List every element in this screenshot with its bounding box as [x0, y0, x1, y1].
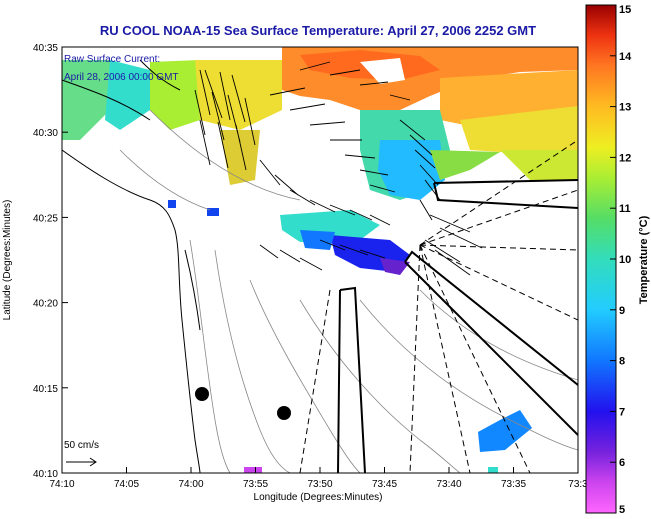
- se-blue-patch: [478, 410, 532, 452]
- light-green-patch: [500, 150, 578, 180]
- cloud-area-2: [360, 58, 405, 84]
- buoy-marker: [195, 387, 209, 401]
- colorbar-ticks: 15 14 13 12 11 10 9 8 7 6 5: [610, 4, 632, 516]
- y-axis-label: Latitude (Degrees:Minutes): [2, 200, 13, 321]
- coastline: [62, 59, 201, 473]
- map-panel: Raw Surface Current: April 28, 2006 00:0…: [61, 46, 579, 474]
- scale-arrow: [66, 457, 97, 467]
- x-axis: 74:10 74:05 74:00 73:55 73:50 73:45 73:40 73:35…: [49, 467, 588, 490]
- y-tick-label: 40:10: [33, 469, 58, 480]
- x-tick-label: 73:55: [243, 479, 268, 490]
- y-tick-label: 40:15: [33, 384, 58, 395]
- x-tick-label: 73:45: [372, 479, 397, 490]
- colorbar-gradient: [585, 4, 617, 514]
- x-tick-label: 74:10: [49, 479, 74, 490]
- se-cyan-patch: [488, 467, 498, 473]
- colorbar: 15 14 13 12 11 10 9 8 7 6 5 Temperature (°C): [585, 4, 650, 516]
- coastal-yellow-patch: [220, 130, 260, 185]
- colorbar-tick-label: 9: [619, 305, 625, 317]
- current-vectors: [194, 61, 483, 276]
- small-blue-patch: [168, 200, 176, 208]
- annotation-line-2: April 28, 2006 00:00 GMT: [64, 72, 179, 83]
- cold-core-violet: [380, 258, 410, 275]
- colorbar-tick-label: 15: [619, 4, 631, 16]
- chart-title: RU COOL NOAA-15 Sea Surface Temperature:…: [100, 23, 536, 38]
- scale-arrow-label: 50 cm/s: [64, 440, 99, 451]
- colorbar-tick-label: 13: [619, 102, 631, 114]
- annotation-line-1: Raw Surface Current:: [64, 54, 160, 65]
- colorbar-tick-label: 11: [619, 203, 631, 215]
- colorbar-label: Temperature (°C): [638, 215, 650, 304]
- colorbar-tick-label: 12: [619, 152, 631, 164]
- colorbar-tick-label: 14: [619, 51, 632, 63]
- x-tick-label: 74:05: [114, 479, 139, 490]
- cold-core-edge: [300, 230, 335, 250]
- y-axis: 40:35 40:30 40:25 40:20 40:15 40:10: [33, 43, 68, 480]
- y-tick-label: 40:30: [33, 128, 58, 139]
- bathymetry-contours: [119, 109, 578, 473]
- y-tick-label: 40:25: [33, 213, 58, 224]
- buoy-marker-2: [277, 406, 291, 420]
- x-tick-label: 74:00: [178, 479, 203, 490]
- x-tick-label: 73:40: [436, 479, 461, 490]
- bottom-violet-patch: [244, 467, 262, 473]
- small-blue-patch-2: [207, 208, 219, 216]
- colorbar-tick-label: 7: [619, 406, 625, 418]
- x-tick-label: 73:50: [307, 479, 332, 490]
- boundary-lines: [337, 179, 578, 473]
- left-yellow-green-patch: [150, 60, 200, 130]
- colorbar-tick-label: 5: [619, 504, 625, 516]
- x-axis-label: Longitude (Degrees:Minutes): [254, 492, 383, 503]
- left-green-patch: [62, 60, 110, 140]
- x-tick-label: 73:3: [568, 479, 588, 490]
- y-tick-label: 40:20: [33, 299, 58, 310]
- cloud-gap: [62, 145, 90, 160]
- colorbar-tick-label: 6: [619, 457, 625, 469]
- y-tick-label: 40:35: [33, 43, 58, 54]
- radial-range-lines: [299, 139, 578, 473]
- x-tick-label: 73:35: [501, 479, 526, 490]
- yellow-band: [460, 106, 578, 152]
- colorbar-tick-label: 10: [619, 254, 631, 266]
- green-patch: [430, 150, 500, 180]
- colorbar-tick-label: 8: [619, 356, 625, 368]
